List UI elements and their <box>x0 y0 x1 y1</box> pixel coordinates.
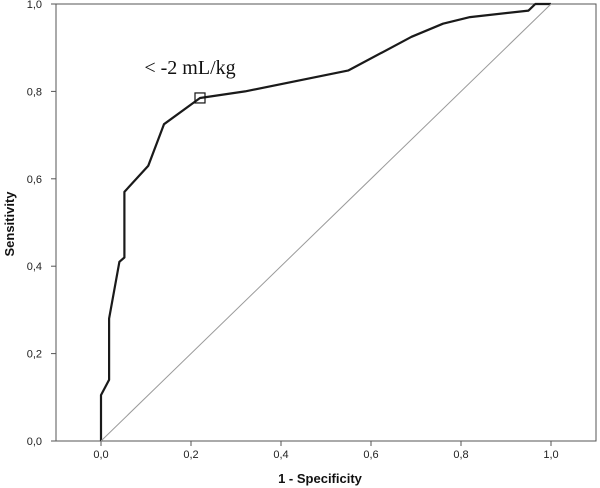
y-tick-label: 0,4 <box>27 261 42 273</box>
x-tick-label: 0,6 <box>363 449 378 461</box>
x-tick-label: 1,0 <box>543 449 558 461</box>
cutoff-annotation-label: < -2 mL/kg <box>144 57 235 79</box>
x-tick-label: 0,8 <box>453 449 468 461</box>
y-tick-label: 0,8 <box>27 86 42 98</box>
y-tick-label: 0,0 <box>27 436 42 448</box>
cutoff-point-marker <box>194 92 206 104</box>
roc-curve-line <box>99 2 551 441</box>
y-tick-label: 1,0 <box>27 0 42 11</box>
y-axis-title: Sensitivity <box>2 191 17 257</box>
reference-diagonal-line <box>100 3 552 442</box>
plot-frame <box>55 3 597 442</box>
tick-marks <box>51 3 552 446</box>
tick-labels: 0,0 0,2 0,4 0,6 0,8 1,0 0,0 0,2 0,4 0,6 0,8 1,0 <box>27 0 559 461</box>
axes <box>55 3 597 442</box>
x-tick-label: 0,2 <box>183 449 198 461</box>
series-layer <box>99 2 552 442</box>
annotation-layer: < -2 mL/kg <box>144 57 236 104</box>
x-tick-label: 0,4 <box>273 449 288 461</box>
y-tick-label: 0,6 <box>27 174 42 186</box>
y-tick-label: 0,2 <box>27 349 42 361</box>
x-axis-title: 1 - Specificity <box>278 471 363 486</box>
x-tick-label: 0,0 <box>93 449 108 461</box>
